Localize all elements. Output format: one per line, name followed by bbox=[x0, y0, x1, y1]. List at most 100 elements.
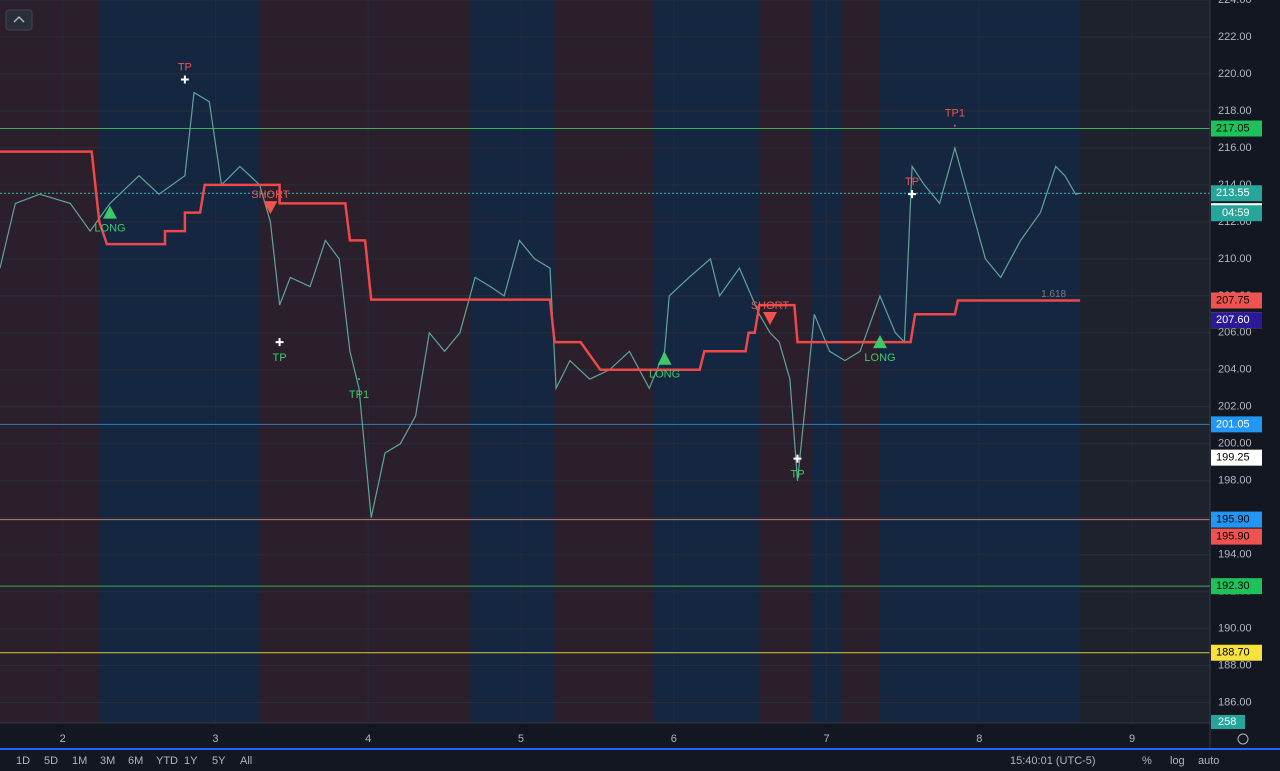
x-tick-label: 5 bbox=[518, 733, 524, 745]
regime-band bbox=[259, 0, 471, 723]
regime-band bbox=[470, 0, 555, 723]
y-tick-label: 198.00 bbox=[1218, 475, 1252, 487]
short-signal bbox=[763, 312, 777, 326]
price-tag-label: 201.05 bbox=[1216, 418, 1250, 430]
range-button[interactable]: YTD bbox=[156, 755, 178, 767]
range-button[interactable]: 1Y bbox=[184, 755, 198, 767]
x-tick-label: 2 bbox=[60, 733, 66, 745]
price-tag bbox=[1211, 511, 1262, 528]
bottom-toolbar: 1D 5D 1M 3M 6M YTD 1Y 5Y All 15:40:01 (UTC-5)% log… bbox=[0, 748, 1280, 771]
collapse-icon bbox=[13, 15, 25, 23]
tp-marker bbox=[180, 75, 189, 84]
collapse-button[interactable] bbox=[5, 9, 33, 31]
price-tag-label: 207.75 bbox=[1216, 294, 1250, 306]
range-button[interactable]: 3M bbox=[100, 755, 116, 767]
short-signal bbox=[263, 201, 278, 215]
price-tag-label: 217.05 bbox=[1216, 122, 1250, 134]
price-tag bbox=[1211, 644, 1262, 661]
signal-label: SHORT bbox=[751, 300, 790, 312]
price-tag-label: 195.90 bbox=[1216, 514, 1250, 526]
y-tick-label: 190.00 bbox=[1218, 623, 1252, 635]
y-tick-label: 210.00 bbox=[1218, 253, 1252, 265]
x-tick-label: 3 bbox=[212, 733, 218, 745]
range-button[interactable]: 5D bbox=[44, 755, 59, 767]
tp-marker bbox=[953, 124, 956, 127]
price-tag bbox=[1211, 528, 1262, 545]
chart: 1.618 224.00222.00220.00218.00216.00214.… bbox=[0, 0, 1262, 748]
scale-option[interactable]: auto bbox=[1198, 755, 1220, 767]
price-tag bbox=[1211, 292, 1262, 309]
signal-label: TP bbox=[273, 352, 287, 364]
y-tick-label: 224.00 bbox=[1218, 0, 1252, 6]
range-button[interactable]: 6M bbox=[128, 755, 144, 767]
settings-icon[interactable] bbox=[1237, 733, 1249, 745]
signal-label: SHORT bbox=[251, 189, 290, 201]
signal-label: TP1 bbox=[349, 389, 369, 401]
y-tick-label: 186.00 bbox=[1218, 697, 1252, 709]
price-tag-label: 195.90 bbox=[1216, 531, 1250, 543]
y-tick-label: 188.00 bbox=[1218, 660, 1252, 672]
signal-label: TP1 bbox=[945, 108, 965, 120]
fib-label: 1.618 bbox=[1041, 289, 1066, 300]
tp-marker bbox=[908, 190, 917, 199]
series-line bbox=[0, 150, 1081, 372]
long-signal bbox=[657, 351, 672, 365]
countdown-bg bbox=[1211, 205, 1262, 222]
clock: 15:40:01 (UTC-5) bbox=[1010, 755, 1096, 767]
scale-option[interactable]: % bbox=[1142, 755, 1152, 767]
y-tick-label: 204.00 bbox=[1218, 364, 1252, 376]
signal-label: TP bbox=[178, 61, 192, 73]
y-tick-label: 194.00 bbox=[1218, 549, 1252, 561]
series-line bbox=[0, 91, 1081, 518]
price-tag-label: 207.60 bbox=[1216, 314, 1250, 326]
y-tick-label: 216.00 bbox=[1218, 142, 1252, 154]
scale-option[interactable]: log bbox=[1170, 755, 1185, 767]
signal-label: TP bbox=[905, 176, 919, 188]
long-signal bbox=[103, 205, 117, 219]
regime-band bbox=[99, 0, 260, 723]
x-tick-label: 9 bbox=[1129, 733, 1135, 745]
y-tick-label: 206.00 bbox=[1218, 327, 1252, 339]
y-tick-label: 220.00 bbox=[1218, 68, 1252, 80]
price-tag bbox=[1211, 185, 1262, 202]
price-tag bbox=[1211, 449, 1262, 466]
signal-label: LONG bbox=[864, 352, 895, 364]
x-tick-label: 7 bbox=[823, 733, 829, 745]
price-tag bbox=[1211, 312, 1262, 329]
x-tick-label: 6 bbox=[671, 733, 677, 745]
price-tag-label: 199.25 bbox=[1216, 452, 1250, 464]
plot: 1.618 bbox=[0, 0, 1210, 723]
signal-label: TP bbox=[790, 468, 804, 480]
price-tag bbox=[1211, 416, 1262, 433]
range-button[interactable]: 5Y bbox=[212, 755, 226, 767]
y-tick-label: 222.00 bbox=[1218, 31, 1252, 43]
price-tag bbox=[1211, 120, 1262, 137]
range-button[interactable]: All bbox=[240, 755, 253, 767]
x-tick-label: 4 bbox=[365, 733, 371, 745]
tp-marker bbox=[275, 338, 284, 347]
regime-band bbox=[841, 0, 880, 723]
regime-band bbox=[0, 0, 100, 723]
range-button[interactable]: 1M bbox=[72, 755, 88, 767]
volume-tag-bg bbox=[1211, 715, 1245, 729]
regime-band bbox=[653, 0, 760, 723]
signal-label: LONG bbox=[94, 223, 125, 235]
y-tick-label: 202.00 bbox=[1218, 401, 1252, 413]
time-axis-bg bbox=[0, 723, 1210, 748]
x-tick-label: 8 bbox=[976, 733, 982, 745]
tp-marker bbox=[358, 378, 361, 381]
regime-band bbox=[880, 0, 1081, 723]
range-button[interactable]: 1D bbox=[16, 755, 31, 767]
signal-label: LONG bbox=[649, 369, 680, 381]
y-tick-label: 218.00 bbox=[1218, 105, 1252, 117]
tp-marker bbox=[793, 454, 802, 463]
y-tick-label: 200.00 bbox=[1218, 438, 1252, 450]
price-tag-label: 188.70 bbox=[1216, 647, 1250, 659]
price-tag-label: 192.30 bbox=[1216, 580, 1250, 592]
countdown: 04:59 bbox=[1222, 207, 1250, 219]
price-tag-label: 213.55 bbox=[1216, 187, 1250, 199]
long-signal bbox=[873, 335, 887, 349]
volume-tag: 258 bbox=[1218, 716, 1236, 728]
price-tag bbox=[1211, 578, 1262, 595]
